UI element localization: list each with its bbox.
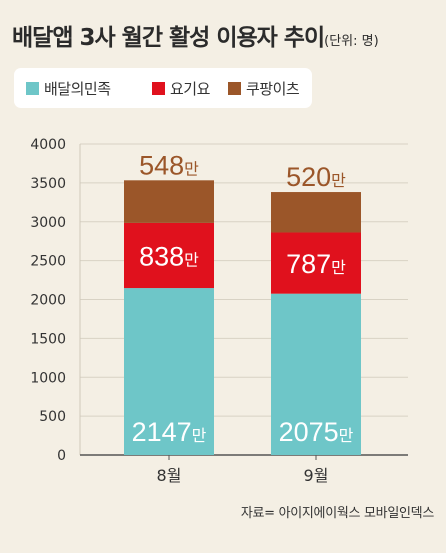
- y-tick-label-1500: 1500: [30, 331, 66, 347]
- legend-swatch-yogiyo: [152, 81, 165, 95]
- chart-title-unit: (단위: 명): [324, 34, 379, 49]
- data-label-baemin-1: 2147만: [132, 417, 207, 447]
- data-label-yogiyo-1: 838만: [139, 241, 199, 271]
- y-tick-label-2500: 2500: [30, 254, 66, 270]
- y-tick-label-0: 0: [57, 448, 66, 464]
- y-tick-label-3500: 3500: [30, 176, 66, 192]
- bar-yogiyo-2: [271, 232, 361, 294]
- x-tick-label-1: 8월: [157, 466, 182, 485]
- chart-title-main: 배달앱 3사 월간 활성 이용자 추이: [12, 25, 325, 51]
- y-tick-label-2000: 2000: [30, 293, 66, 309]
- source-note: 자료= 아이지에이웍스 모바일인덱스: [240, 506, 434, 521]
- x-tick-label-2: 9월: [304, 466, 329, 485]
- y-tick-label-4000: 4000: [30, 137, 66, 153]
- bar-coupangeats-2: [271, 192, 361, 233]
- bar-baemin-1: [124, 288, 214, 455]
- legend: 배달의민족 요기요 쿠팡이츠: [14, 68, 312, 108]
- data-label-baemin-2: 2075만: [279, 417, 354, 447]
- bar-yogiyo-1: [124, 222, 214, 289]
- legend-item-baemin: 배달의민족: [26, 68, 111, 108]
- chart-title: 배달앱 3사 월간 활성 이용자 추이(단위: 명): [12, 18, 379, 52]
- y-tick-label-1000: 1000: [30, 370, 66, 386]
- bar-baemin-2: [271, 293, 361, 455]
- bar-coupangeats-1: [124, 180, 214, 223]
- data-label-yogiyo-2: 787만: [286, 249, 346, 279]
- legend-label-coupangeats: 쿠팡이츠: [246, 79, 300, 98]
- data-label-coupangeats-2: 520만: [286, 162, 346, 192]
- legend-item-coupangeats: 쿠팡이츠: [228, 68, 300, 108]
- legend-swatch-coupangeats: [228, 81, 241, 95]
- legend-label-yogiyo: 요기요: [170, 79, 210, 98]
- data-label-coupangeats-1: 548만: [139, 150, 199, 180]
- y-tick-label-3000: 3000: [30, 215, 66, 231]
- legend-label-baemin: 배달의민족: [44, 79, 111, 98]
- y-tick-label-500: 500: [39, 409, 66, 425]
- legend-item-yogiyo: 요기요: [152, 68, 210, 108]
- legend-swatch-baemin: [26, 81, 39, 95]
